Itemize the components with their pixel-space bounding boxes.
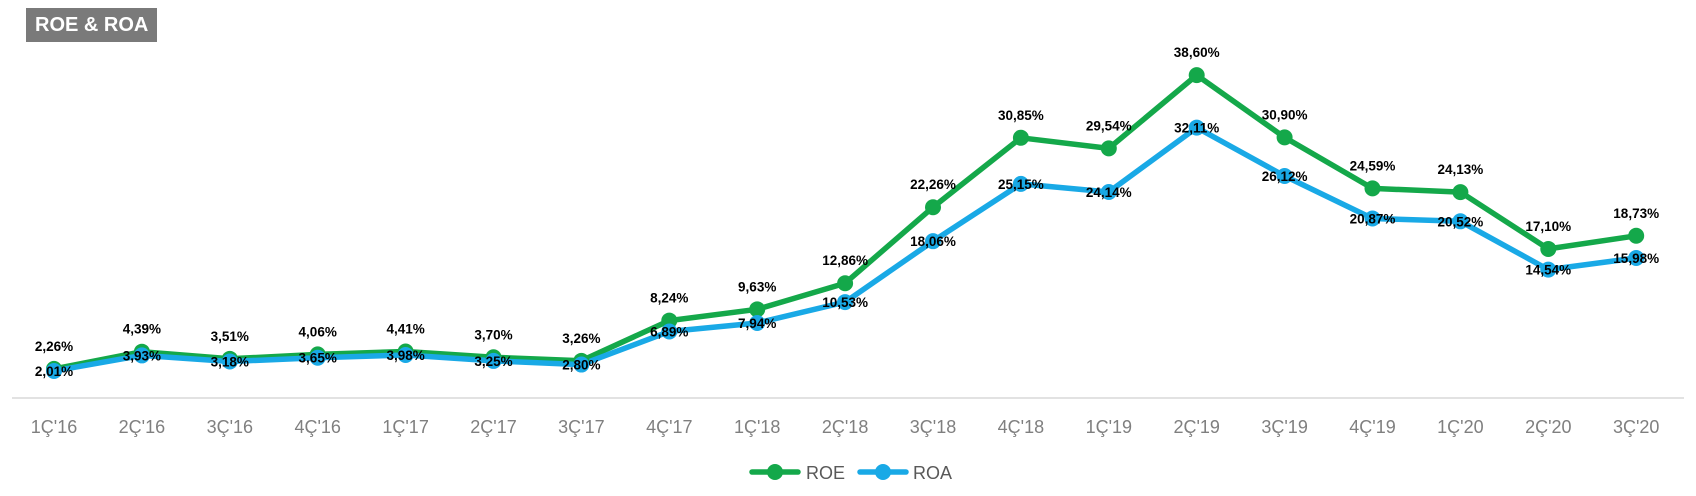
x-tick-label: 3Ç'18 (910, 417, 956, 437)
data-point-roa (485, 352, 502, 369)
legend: ROE ROA (749, 463, 952, 483)
data-label-roe: 3,26% (562, 331, 600, 346)
data-point-roe (1540, 240, 1557, 257)
data-label-roe: 18,73% (1613, 206, 1659, 221)
legend-label-roa: ROA (913, 463, 952, 483)
data-label-roa: 2,01% (35, 364, 73, 379)
data-point-roa (1188, 119, 1205, 136)
data-point-roe (1188, 67, 1205, 84)
x-tick-label: 1Ç'16 (31, 417, 77, 437)
legend-marker-roa (875, 464, 891, 480)
x-tick-label: 3Ç'19 (1261, 417, 1307, 437)
legend-label-roe: ROE (806, 463, 845, 483)
data-label-roa: 18,06% (910, 234, 956, 249)
x-tick-label: 1Ç'18 (734, 417, 780, 437)
data-point-roe (1100, 140, 1117, 157)
x-tick-label: 1Ç'19 (1086, 417, 1132, 437)
data-label-roe: 17,10% (1525, 219, 1571, 234)
data-point-roa (1276, 168, 1293, 185)
data-point-roa (133, 347, 150, 364)
x-tick-label: 3Ç'17 (558, 417, 604, 437)
x-tick-label: 2Ç'17 (470, 417, 516, 437)
series-line-roa (51, 124, 1639, 374)
data-point-roa (837, 294, 854, 311)
data-label-roe: 30,85% (998, 108, 1044, 123)
data-point-roe (1364, 180, 1381, 197)
data-label-roe: 22,26% (910, 177, 956, 192)
x-tick-label: 3Ç'20 (1613, 417, 1659, 437)
data-label-roa: 3,65% (299, 351, 337, 366)
x-tick-label: 2Ç'19 (1173, 417, 1219, 437)
data-point-roa (397, 347, 414, 364)
data-label-roa: 2,80% (562, 358, 600, 373)
data-label-roa: 7,94% (738, 316, 776, 331)
data-point-roa (1364, 210, 1381, 227)
data-label-roe: 12,86% (822, 253, 868, 268)
data-label-roe: 8,24% (650, 291, 688, 306)
data-point-roe (925, 199, 941, 216)
x-tick-label: 2Ç'20 (1525, 417, 1571, 437)
data-label-roe: 4,39% (123, 322, 161, 337)
data-label-roa: 20,52% (1438, 214, 1484, 229)
x-tick-label: 4Ç'19 (1349, 417, 1395, 437)
data-label-roa: 10,53% (822, 295, 868, 310)
data-label-roa: 3,93% (123, 348, 161, 363)
data-label-roa: 14,54% (1525, 263, 1571, 278)
data-point-roe (1012, 129, 1029, 146)
data-label-roe: 9,63% (738, 279, 776, 294)
data-point-roa (46, 362, 62, 379)
data-label-roe: 2,26% (35, 339, 73, 354)
data-label-roa: 25,15% (998, 177, 1044, 192)
data-label-roa: 24,14% (1086, 185, 1132, 200)
data-label-roa: 26,12% (1262, 169, 1308, 184)
data-point-roe (1628, 227, 1645, 244)
x-tick-label: 3Ç'16 (207, 417, 253, 437)
data-point-roe (1276, 129, 1293, 146)
data-point-roa (1540, 261, 1557, 278)
x-tick-label: 4Ç'18 (998, 417, 1044, 437)
data-point-roa (925, 233, 941, 250)
x-tick-label: 1Ç'17 (382, 417, 428, 437)
data-label-roe: 30,90% (1262, 107, 1308, 122)
data-point-roa (309, 349, 326, 366)
data-point-roa (749, 315, 766, 332)
data-label-roa: 32,11% (1174, 121, 1219, 136)
x-tick-label: 2Ç'18 (822, 417, 868, 437)
legend-marker-roe (767, 464, 783, 480)
data-point-roa (1100, 184, 1117, 201)
data-label-roe: 3,51% (211, 329, 249, 344)
data-point-roe (1452, 184, 1469, 201)
data-label-roa: 3,25% (474, 354, 512, 369)
data-label-roa: 15,98% (1613, 251, 1659, 266)
data-label-roe: 4,41% (386, 322, 424, 337)
data-label-roa: 6,89% (650, 324, 688, 339)
x-tick-label: 2Ç'16 (119, 417, 165, 437)
data-point-roa (1628, 250, 1645, 267)
data-label-roe: 29,54% (1086, 118, 1132, 133)
data-label-roa: 3,98% (386, 348, 424, 363)
data-label-roe: 3,70% (474, 327, 512, 342)
data-point-roa (1012, 175, 1029, 192)
data-point-roe (749, 301, 766, 318)
data-label-roe: 38,60% (1174, 45, 1220, 60)
data-point-roa (1452, 213, 1469, 230)
chart-title: ROE & ROA (26, 8, 158, 42)
data-label-roa: 3,18% (211, 354, 249, 369)
data-label-roe: 4,06% (299, 324, 337, 339)
x-tick-label: 4Ç'17 (646, 417, 692, 437)
data-point-roa (573, 356, 590, 373)
data-label-roa: 20,87% (1350, 211, 1396, 226)
x-tick-label: 1Ç'20 (1437, 417, 1483, 437)
data-point-roa (221, 353, 238, 370)
data-point-roe (837, 275, 854, 292)
data-label-roe: 24,59% (1350, 158, 1396, 173)
data-label-roe: 24,13% (1438, 162, 1484, 177)
x-tick-label: 4Ç'16 (294, 417, 340, 437)
data-point-roa (661, 323, 678, 340)
